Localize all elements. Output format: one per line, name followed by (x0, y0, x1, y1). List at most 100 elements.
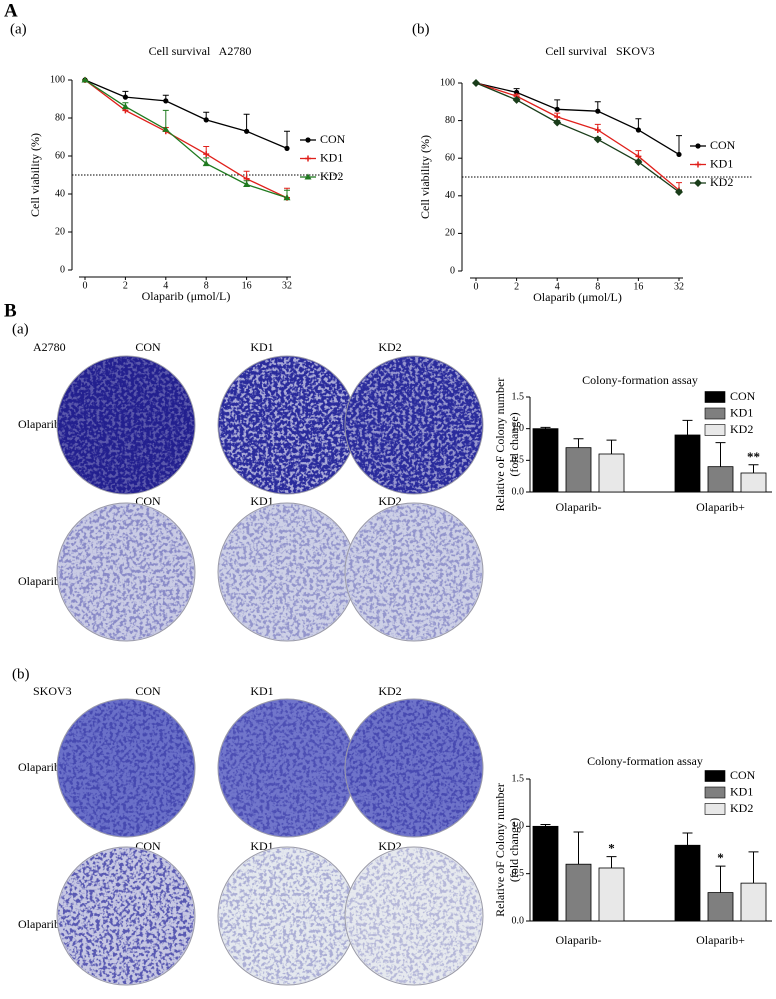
bar (532, 825, 559, 922)
marker (554, 106, 560, 112)
significance-mark: * (608, 841, 615, 856)
y-tick-label: 20 (445, 228, 455, 239)
marker (553, 118, 562, 127)
y-axis-label: Relative oF Colony number (493, 378, 507, 512)
legend-label: KD2 (730, 422, 753, 436)
bar (674, 434, 701, 493)
significance-mark: * (717, 850, 724, 865)
column-label: KD2 (378, 684, 401, 698)
legend-label: KD1 (730, 784, 753, 798)
marker (284, 145, 290, 151)
column-label: KD2 (378, 340, 401, 354)
y-tick-label: 0.5 (512, 455, 525, 466)
marker (202, 160, 210, 167)
y-tick-label: 100 (440, 77, 455, 88)
chart-title: Colony-formation assay (587, 754, 703, 768)
y-tick-label: 0.0 (512, 486, 525, 497)
marker (634, 157, 643, 166)
legend-marker (695, 161, 701, 168)
error-bar (573, 438, 584, 448)
legend-label: CON (710, 138, 736, 152)
bar (740, 882, 767, 922)
y-tick-label: 0.5 (512, 868, 525, 879)
x-tick-label: 8 (204, 280, 209, 291)
row-label: Olaparib+ (18, 574, 67, 588)
chart-title: Cell survival SKOV3 (545, 44, 654, 58)
plate-texture (58, 848, 194, 984)
y-tick-label: 60 (55, 150, 65, 161)
error-bar (715, 865, 726, 893)
legend-label: KD2 (320, 169, 343, 183)
bar (598, 867, 625, 922)
plate-texture (346, 357, 482, 493)
marker (595, 108, 601, 114)
legend-swatch (704, 770, 726, 782)
y-axis-label: (fold change) (507, 412, 521, 476)
y-tick-label: 100 (50, 74, 65, 85)
plate-texture (58, 504, 194, 640)
error-bar (284, 130, 290, 149)
legend-swatch (704, 391, 726, 403)
marker (593, 135, 602, 144)
marker (244, 128, 250, 134)
y-tick-label: 40 (55, 188, 65, 199)
legend-label: KD1 (320, 150, 343, 164)
marker (675, 188, 683, 197)
legend-marker (305, 137, 311, 143)
section-label: (b) (12, 666, 30, 682)
chart-title: Colony-formation assay (582, 373, 698, 387)
y-axis-label: (fold change) (507, 818, 521, 882)
legend-marker (304, 173, 312, 180)
plate-texture (219, 848, 355, 984)
plate-texture (58, 357, 194, 493)
chart-title: Cell survival A2780 (149, 44, 252, 58)
row-label: Olaparib+ (18, 917, 67, 931)
panel-label: B (4, 300, 17, 321)
y-tick-label: 0 (60, 264, 65, 275)
error-bar (606, 439, 617, 454)
bar (565, 447, 592, 493)
plate-texture (346, 848, 482, 984)
error-bar (682, 832, 693, 846)
column-label: CON (135, 340, 161, 354)
y-tick-label: 1.0 (512, 423, 525, 434)
legend-swatch (704, 424, 726, 436)
x-tick-label: 16 (242, 280, 252, 291)
legend-label: KD1 (730, 405, 753, 419)
bar (707, 892, 734, 922)
y-tick-label: 80 (445, 115, 455, 126)
marker (472, 79, 480, 87)
series-line (475, 82, 680, 155)
marker (283, 194, 291, 201)
row-label: Olaparib- (18, 417, 64, 431)
x-tick-label: 32 (282, 280, 292, 291)
x-tick-label: Olaparib- (556, 933, 602, 947)
section-label: (a) (12, 321, 29, 337)
bar (740, 472, 767, 493)
panel-sublabel: (a) (10, 21, 27, 37)
x-axis-label: Olaparib (μmol/L) (533, 290, 622, 304)
error-bar (573, 831, 584, 865)
marker (203, 151, 210, 158)
y-tick-label: 60 (445, 152, 455, 163)
legend-marker (694, 179, 702, 187)
series-line (84, 79, 288, 149)
column-label: KD1 (250, 684, 273, 698)
legend-swatch (704, 803, 726, 815)
plate-texture (219, 700, 355, 836)
legend-label: CON (730, 389, 756, 403)
x-tick-label: 32 (674, 281, 684, 292)
bar (565, 863, 592, 922)
legend-label: CON (320, 132, 346, 146)
legend-swatch (704, 407, 726, 420)
column-label: CON (135, 494, 161, 508)
x-axis-label: Olaparib (μmol/L) (142, 289, 231, 303)
error-bar (715, 442, 726, 467)
column-label: CON (135, 684, 161, 698)
legend-label: KD2 (710, 175, 733, 189)
column-label: KD1 (250, 494, 273, 508)
x-tick-label: Olaparib+ (696, 933, 745, 947)
series-line (475, 82, 680, 191)
marker (514, 89, 520, 95)
y-tick-label: 40 (445, 190, 455, 201)
